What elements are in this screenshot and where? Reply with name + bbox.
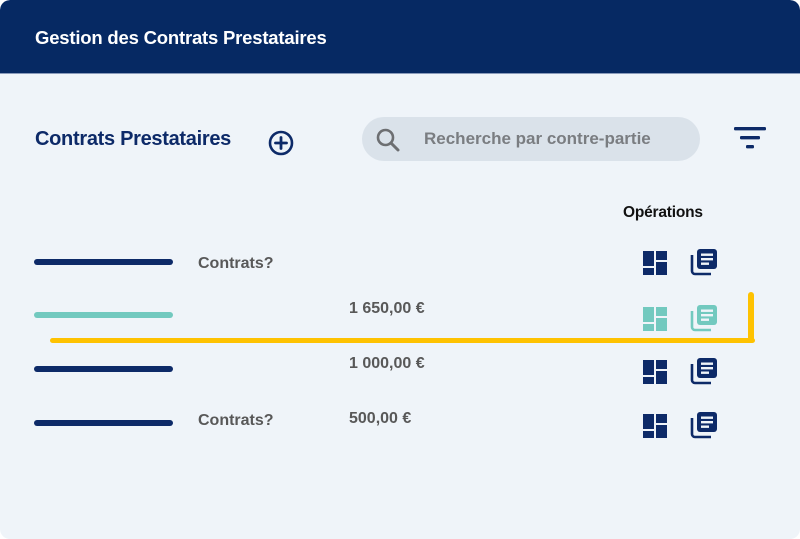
table-row[interactable]: Contrats? 500,00 € bbox=[0, 404, 800, 444]
search-icon[interactable] bbox=[374, 126, 402, 154]
row-label: Contrats? bbox=[198, 412, 274, 429]
row-label: Contrats? bbox=[198, 255, 274, 272]
copy-document-icon[interactable] bbox=[689, 303, 719, 333]
row-amount: 500,00 € bbox=[349, 410, 412, 427]
dashboard-icon[interactable] bbox=[642, 359, 668, 385]
row-amount: 1 000,00 € bbox=[349, 355, 425, 372]
plus-circle-icon[interactable] bbox=[268, 130, 294, 156]
row-amount: 1 650,00 € bbox=[349, 300, 425, 317]
dashboard-icon[interactable] bbox=[642, 413, 668, 439]
table-row-selected[interactable]: 1 650,00 € bbox=[0, 296, 800, 336]
table-row[interactable]: 1 000,00 € bbox=[0, 350, 800, 390]
selection-highlight-corner bbox=[748, 292, 754, 343]
copy-document-icon[interactable] bbox=[689, 410, 719, 440]
page-title: Gestion des Contrats Prestataires bbox=[35, 27, 327, 48]
filter-icon[interactable] bbox=[732, 123, 768, 153]
dashboard-icon[interactable] bbox=[642, 250, 668, 276]
search-box bbox=[362, 117, 700, 161]
row-indicator-bar bbox=[34, 312, 173, 318]
selection-highlight-line bbox=[50, 338, 755, 343]
copy-document-icon[interactable] bbox=[689, 247, 719, 277]
row-indicator-bar bbox=[34, 420, 173, 426]
app-header: Gestion des Contrats Prestataires bbox=[0, 0, 800, 74]
row-indicator-bar bbox=[34, 259, 173, 265]
section-title: Contrats Prestataires bbox=[35, 128, 232, 150]
search-input[interactable] bbox=[424, 117, 694, 161]
copy-document-icon[interactable] bbox=[689, 356, 719, 386]
operations-column-header: Opérations bbox=[623, 204, 703, 221]
dashboard-icon[interactable] bbox=[642, 306, 668, 332]
row-indicator-bar bbox=[34, 366, 173, 372]
table-row[interactable]: Contrats? bbox=[0, 243, 800, 283]
